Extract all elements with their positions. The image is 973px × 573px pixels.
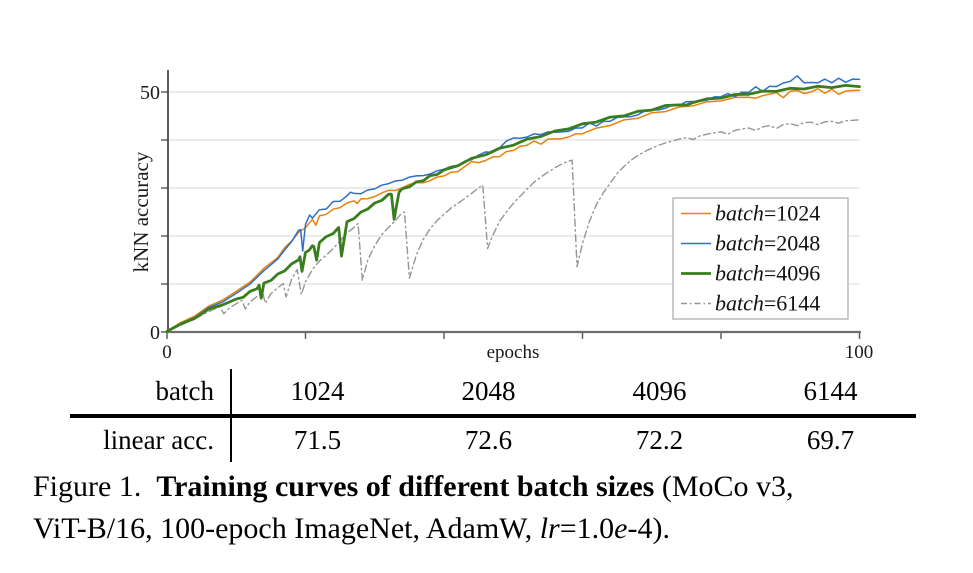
results-table: batch 1024 2048 4096 6144 linear acc. 71… (70, 369, 916, 462)
caption-line: ViT-B/16, 100-epoch ImageNet, AdamW, lr=… (33, 508, 958, 550)
x-axis-title: epochs (487, 342, 540, 363)
table-linear-acc-1024: 71.5 (293, 424, 342, 455)
caption-text: e (614, 512, 628, 545)
caption-text: Figure 1. (33, 470, 157, 503)
y-tick-label-50: 50 (140, 82, 160, 104)
series-line-batch-2048 (166, 75, 861, 333)
caption-text: (MoCo v3, (654, 470, 794, 503)
table-header-batch: batch (70, 369, 232, 414)
series-line-batch-4096 (165, 84, 861, 333)
caption-text: ViT-B/16, 100-epoch ImageNet, AdamW, (33, 512, 540, 545)
chart-plot-area: batch=1024 batch=2048 batch=4096 batch=6144 (161, 70, 861, 339)
table-body-row: linear acc. 71.5 72.6 72.2 69.7 (70, 418, 916, 462)
table-batch-2048: 2048 (461, 376, 516, 406)
table-linear-acc-4096: 72.2 (635, 424, 684, 455)
table-linear-acc-2048: 72.6 (464, 424, 513, 455)
y-tick-label-0: 0 (150, 322, 160, 344)
legend-box (672, 197, 849, 320)
table-row-label-linear-acc: linear acc. (70, 418, 232, 462)
series-line-batch-1024 (166, 87, 861, 333)
y-axis-title: kNN accuracy (129, 151, 153, 272)
table-batch-4096: 4096 (632, 376, 687, 406)
table-linear-acc-6144: 69.7 (806, 424, 855, 455)
caption-line: Figure 1. Training curves of different b… (33, 466, 958, 508)
series-line-batch-6144 (166, 119, 861, 332)
table-batch-1024: 1024 (290, 376, 345, 406)
legend-entry-label: batch=1024 (715, 201, 820, 226)
legend-entry-label: batch=4096 (715, 261, 820, 286)
figure-caption: Figure 1. Training curves of different b… (33, 466, 958, 550)
caption-text: -4). (627, 512, 670, 545)
caption-text: Training curves of different batch sizes (156, 470, 655, 503)
x-tick-label-100: 100 (845, 342, 874, 363)
x-tick-label-0: 0 (162, 342, 172, 363)
table-batch-6144: 6144 (803, 376, 858, 406)
table-header-row: batch 1024 2048 4096 6144 (70, 369, 916, 418)
legend-entry-label: batch=6144 (715, 291, 820, 316)
caption-text: =1.0 (559, 512, 615, 545)
training-curves-chart: batch=1024 batch=2048 batch=4096 batch=6144… (129, 70, 874, 363)
legend-entry-label: batch=2048 (715, 231, 820, 256)
caption-text: lr (539, 512, 560, 545)
